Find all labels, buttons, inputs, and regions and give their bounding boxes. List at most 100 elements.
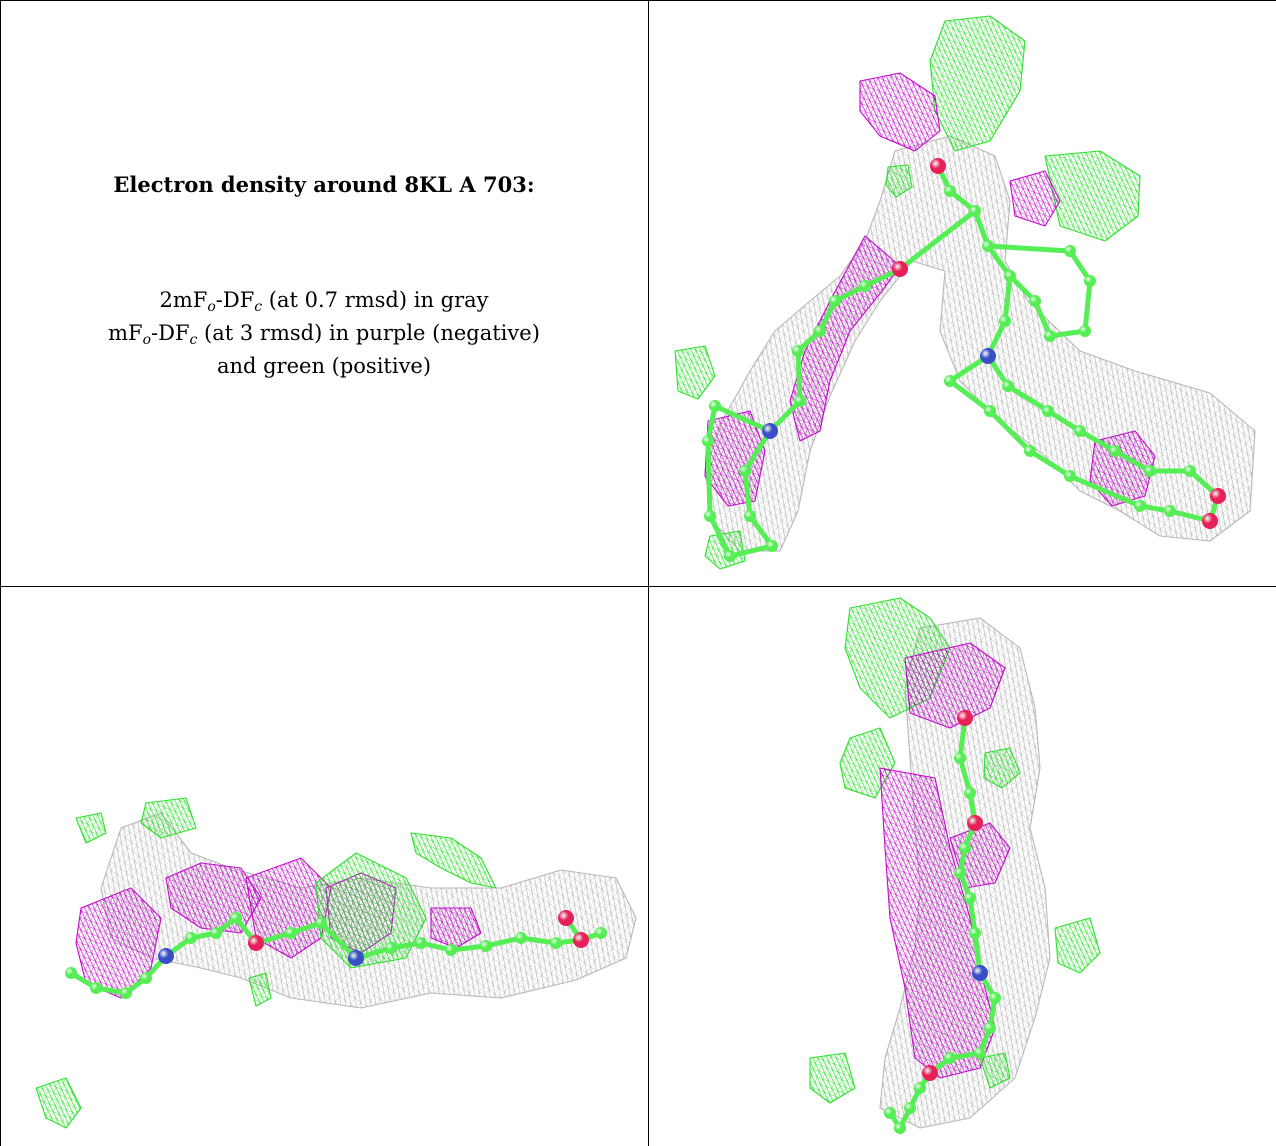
carbon-atom <box>1064 245 1076 257</box>
carbon-atom <box>884 1107 896 1119</box>
nitrogen-atom <box>158 948 174 964</box>
carbon-atom <box>1074 425 1086 437</box>
carbon-atom <box>794 395 806 407</box>
carbon-atom <box>954 752 966 764</box>
carbon-atom <box>1042 405 1054 417</box>
pos-mesh-31 <box>809 1052 856 1104</box>
caption-line-difference: mFo-DFc (at 3 rmsd) in purple (negative) <box>108 321 540 348</box>
carbon-atom <box>1084 275 1096 287</box>
carbon-atom <box>595 927 607 939</box>
pos-mesh-9 <box>885 164 913 198</box>
bond <box>1045 408 1083 434</box>
carbon-atom <box>120 987 132 999</box>
pos-mesh-32 <box>979 1052 1011 1089</box>
caption-line-green: and green (positive) <box>216 354 432 378</box>
oxygen-atom <box>957 710 973 726</box>
carbon-atom <box>954 867 966 879</box>
carbon-atom <box>792 345 804 357</box>
oxygen-atom <box>573 932 589 948</box>
carbon-atom <box>984 1022 996 1034</box>
neg-mesh-2 <box>859 72 941 152</box>
carbon-atom <box>724 550 736 562</box>
carbon-atom <box>974 1047 986 1059</box>
density-view-bottom-right <box>650 588 1276 1146</box>
pos-mesh-16 <box>315 852 427 969</box>
carbon-atom <box>1134 500 1146 512</box>
pos-mesh-30 <box>1054 917 1101 974</box>
carbon-atom <box>210 927 222 939</box>
carbon-atom <box>969 927 981 939</box>
carbon-atom <box>1184 465 1196 477</box>
neg-mesh-6 <box>704 410 766 507</box>
carbon-atom <box>1064 470 1076 482</box>
nitrogen-atom <box>348 950 364 966</box>
bond <box>747 513 775 549</box>
carbon-atom <box>90 982 102 994</box>
pos-mesh-18 <box>75 812 107 844</box>
caption-line-gray: 2mFo-DFc (at 0.7 rmsd) in gray <box>159 288 489 315</box>
caption-cell: Electron density around 8KL A 703: 2mFo-… <box>0 0 648 585</box>
oxygen-atom <box>1202 513 1218 529</box>
carbon-atom <box>959 842 971 854</box>
oxygen-atom <box>558 910 574 926</box>
density-view-bottom-left <box>1 588 647 1146</box>
pos-mesh-8 <box>674 345 716 400</box>
bond <box>947 378 993 414</box>
carbon-atom <box>445 944 457 956</box>
carbon-atom <box>766 540 778 552</box>
pos-mesh-19 <box>140 797 197 839</box>
oxygen-atom <box>967 815 983 831</box>
carbon-atom <box>65 967 77 979</box>
carbon-atom <box>550 937 562 949</box>
bond <box>712 403 773 434</box>
carbon-atom <box>859 280 871 292</box>
carbon-atom <box>1109 445 1121 457</box>
carbon-atom <box>989 992 1001 1004</box>
bond <box>1112 448 1153 474</box>
carbon-atom <box>1144 465 1156 477</box>
gray-mesh-0 <box>704 135 1256 552</box>
density-view-bottom-right-image <box>809 597 1101 1134</box>
density-view-top-right-image <box>674 15 1256 570</box>
neg-mesh-27 <box>879 767 996 1079</box>
oxygen-atom <box>930 158 946 174</box>
carbon-atom <box>480 940 492 952</box>
carbon-atom <box>230 912 242 924</box>
carbon-atom <box>185 932 197 944</box>
carbon-atom <box>964 892 976 904</box>
carbon-atom <box>385 942 397 954</box>
pos-mesh-3 <box>1044 150 1141 242</box>
nitrogen-atom <box>762 423 778 439</box>
pos-mesh-21 <box>35 1077 82 1129</box>
carbon-atom <box>964 787 976 799</box>
carbon-atom <box>315 917 327 929</box>
carbon-atom <box>894 1122 906 1134</box>
carbon-atom <box>1044 330 1056 342</box>
carbon-atom <box>702 435 714 447</box>
carbon-atom <box>1164 505 1176 517</box>
carbon-atom <box>1079 325 1091 337</box>
carbon-atom <box>1004 270 1016 282</box>
carbon-atom <box>709 400 721 412</box>
caption-title: Electron density around 8KL A 703: <box>113 172 535 197</box>
carbon-atom <box>140 972 152 984</box>
carbon-atom <box>814 325 826 337</box>
bond <box>1032 298 1053 339</box>
carbon-atom <box>914 1082 926 1094</box>
pos-mesh-20 <box>410 832 497 889</box>
nitrogen-atom <box>980 348 996 364</box>
grid-border-top <box>0 0 1276 1</box>
pos-mesh-22 <box>248 972 272 1007</box>
bond <box>795 348 803 404</box>
carbon-atom <box>944 185 956 197</box>
carbon-atom <box>984 405 996 417</box>
carbon-atom <box>944 375 956 387</box>
carbon-atom <box>739 465 751 477</box>
carbon-atom <box>285 927 297 939</box>
grid-border-left <box>0 0 1 1146</box>
oxygen-atom <box>1210 488 1226 504</box>
density-view-top-right <box>650 1 1276 585</box>
carbon-atom <box>1029 295 1041 307</box>
carbon-atom <box>704 510 716 522</box>
grid-divider-horizontal <box>0 586 1276 587</box>
